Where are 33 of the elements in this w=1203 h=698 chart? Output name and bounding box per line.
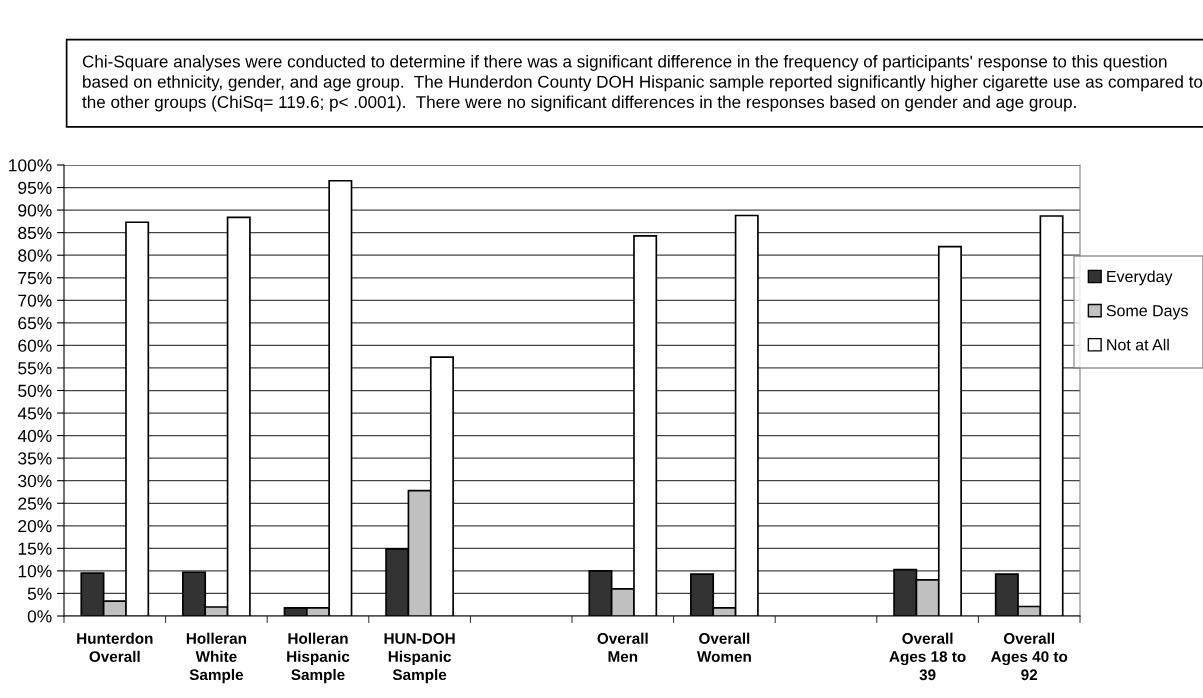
y-tick-label: 90% (18, 204, 52, 217)
y-tick-label: 40% (17, 429, 52, 443)
y-tick-label: 85% (18, 226, 52, 240)
legend-label: Not at All (1107, 338, 1169, 351)
y-tick-label: 5% (27, 587, 52, 600)
legend-label: Everyday (1107, 270, 1173, 286)
x-tick-label: Overall Women (696, 632, 751, 663)
y-tick-label: 70% (18, 294, 52, 307)
x-tick-label: Holleran Hispanic Sample (287, 632, 350, 684)
y-tick-label: 30% (18, 474, 52, 488)
y-tick-label: 100% (9, 159, 52, 172)
x-tick-label: Hunterdon Overall (77, 632, 153, 663)
y-tick-label: 0% (27, 610, 52, 623)
y-tick-label: 20% (18, 519, 52, 533)
x-tick-label: Overall Ages 40 to 92 (990, 632, 1068, 681)
y-tick-label: 15% (18, 542, 52, 555)
y-tick-label: 95% (18, 181, 52, 195)
y-tick-label: 55% (18, 362, 52, 375)
x-tick-label: Holleran White Sample (186, 632, 247, 684)
y-tick-label: 60% (18, 339, 52, 352)
y-tick-label: 10% (18, 565, 52, 578)
text: Chi-Square analyses were conducted to determine if there was a significant difference in the frequency of participants' response to this question based on ethnicity, gender, and age group. The Hunderdon County DOH Hispanic sample reported significantly higher cigarette use as compared to the other groups (ChiSq= 119.6; p< .0001). There were no significant differences in the responses based on gender and age group. (82, 55, 1203, 112)
y-tick-label: 75% (18, 271, 52, 285)
y-tick-label: 35% (18, 452, 52, 465)
x-tick-label: Overall Ages 18 to 39 (889, 632, 966, 681)
y-tick-label: 80% (18, 249, 52, 262)
legend-label: Some Days (1106, 305, 1188, 320)
x-tick-label: Overall Men (597, 632, 648, 663)
x-tick-label: HUN-DOH Hispanic Sample (384, 633, 455, 684)
y-tick-label: 65% (18, 317, 52, 330)
y-tick-label: 25% (18, 497, 52, 510)
y-tick-label: 45% (17, 407, 52, 420)
y-tick-label: 50% (18, 384, 52, 397)
